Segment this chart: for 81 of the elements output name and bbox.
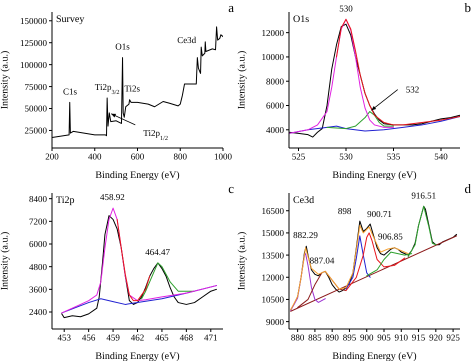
y-tick-label: 8000 [266, 76, 284, 86]
y-tick-label: 10000 [262, 52, 284, 62]
y-tick-label: 10500 [262, 294, 284, 305]
x-tick-label: 905 [377, 332, 392, 342]
x-axis-title: Binding Energy (eV) [95, 170, 180, 181]
x-axis-title: Binding Energy (eV) [332, 351, 417, 361]
annotation: C1s [62, 86, 78, 96]
x-tick-label: 880 [290, 332, 305, 342]
x-tick-label: 600 [130, 151, 145, 162]
annotation: 882.29 [293, 230, 318, 240]
y-tick-label: 25000 [24, 126, 48, 136]
y-tick-label: 125000 [20, 38, 48, 48]
annotation: O1s [293, 14, 310, 25]
x-axis-title: Binding Energy (eV) [332, 170, 417, 181]
y-axis-title: Intensity (a.u.) [0, 50, 11, 110]
y-tick-label: 50000 [24, 104, 48, 114]
y-tick-label: 2400 [29, 307, 48, 318]
x-tick-label: 800 [174, 151, 188, 162]
annotation: 530 [339, 3, 354, 14]
y-tick-label: 13500 [262, 250, 284, 260]
x-tick-label: 915 [412, 332, 426, 342]
x-tick-label: 885 [308, 332, 322, 342]
x-tick-label: 453 [57, 332, 72, 342]
x-tick-label: 910 [394, 332, 409, 342]
text: b [464, 0, 471, 15]
y-tick-label: 4000 [266, 124, 284, 135]
y-tick-label: 9000 [266, 316, 284, 327]
x-tick-label: 462 [130, 332, 144, 342]
annotation: Ti2p [56, 195, 75, 206]
annotation: Ce3d [177, 35, 197, 46]
annotation: 906.85 [378, 232, 404, 242]
x-tick-label: 1000 [214, 151, 232, 162]
x-tick-label: 456 [82, 332, 96, 342]
x-tick-label: 535 [386, 151, 401, 162]
annotation: 900.71 [367, 209, 392, 220]
y-tick-label: 12000 [262, 272, 284, 282]
x-tick-label: 540 [434, 151, 448, 162]
annotation: Ti2p$_{1/2}$ [143, 128, 168, 142]
annotation: 916.51 [411, 190, 436, 200]
y-axis-title: Intensity (a.u.) [0, 232, 11, 290]
annotation: Ti2s [124, 84, 140, 94]
x-tick-label: 471 [204, 332, 218, 342]
x-tick-label: 400 [88, 151, 102, 162]
annotation: 898 [338, 206, 352, 216]
y-tick-label: 16500 [262, 206, 284, 216]
x-tick-label: 900 [360, 332, 374, 342]
y-tick-label: 12000 [262, 28, 284, 38]
x-tick-label: 925 [446, 332, 460, 342]
x-tick-label: 530 [339, 151, 354, 162]
y-tick-label: 7200 [29, 216, 48, 227]
annotation: 887.04 [310, 255, 335, 266]
y-tick-label: 150000 [20, 16, 48, 26]
annotation: Survey [56, 14, 84, 25]
x-tick-label: 525 [292, 151, 306, 162]
annotation: 464.47 [145, 246, 170, 257]
y-tick-label: 100000 [20, 60, 48, 70]
y-axis-title: Intensity (a.u.) [236, 232, 248, 290]
annotation: Ce3d [293, 195, 314, 206]
y-tick-label: 3600 [29, 284, 48, 295]
y-tick-label: 8400 [29, 194, 48, 204]
x-tick-label: 459 [106, 332, 120, 342]
annotation: 458.92 [100, 192, 125, 202]
x-axis-title: Binding Energy (eV) [95, 351, 180, 361]
text: c [228, 181, 234, 196]
x-tick-label: 890 [325, 332, 340, 342]
annotation: Ti2p$_{3/2}$ [94, 82, 120, 96]
x-tick-label: 920 [429, 332, 444, 342]
x-tick-label: 895 [342, 332, 357, 342]
x-tick-label: 200 [45, 151, 60, 162]
y-tick-label: 6000 [29, 239, 48, 250]
y-tick-label: 6000 [266, 100, 284, 111]
y-tick-label: 75000 [24, 82, 48, 92]
x-tick-label: 468 [180, 332, 194, 342]
annotation: 532 [406, 84, 420, 95]
y-tick-label: 4800 [29, 262, 48, 272]
x-tick-label: 465 [155, 332, 170, 342]
y-axis-title: Intensity (a.u.) [236, 50, 248, 110]
text: a [228, 0, 234, 15]
y-tick-label: 15000 [262, 228, 284, 238]
text: d [464, 181, 471, 196]
annotation: O1s [115, 42, 130, 52]
